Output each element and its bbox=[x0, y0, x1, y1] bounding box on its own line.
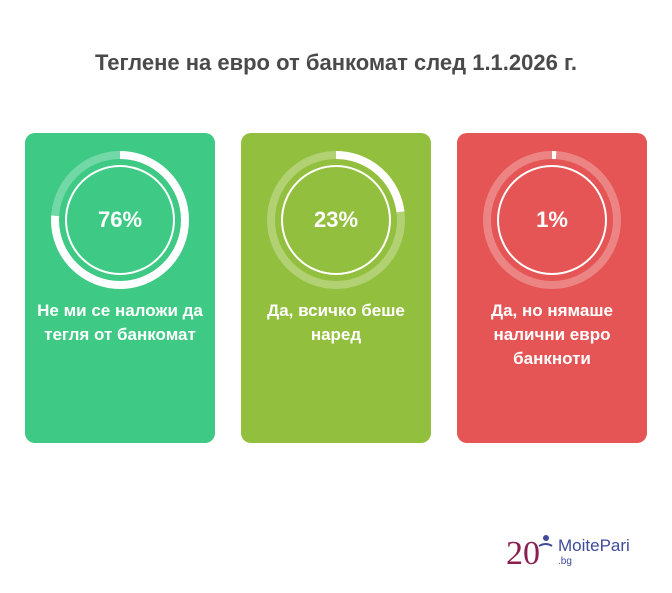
category-label-2: Да, всичко беше наред bbox=[267, 301, 405, 344]
donut-svg-2 bbox=[267, 151, 405, 289]
logo-20-mark: 20 bbox=[506, 535, 553, 572]
donut-ring-1: 76% bbox=[45, 145, 195, 300]
logo-text: MoitePari bbox=[558, 536, 630, 555]
donut-value-arc bbox=[483, 151, 621, 289]
donut-inner-ring bbox=[497, 165, 607, 275]
card-1: 76% Не ми се наложи да тегля от банкомат bbox=[25, 133, 215, 443]
value-label-2: 23% bbox=[313, 207, 359, 232]
category-label-3: Да, но нямаше налични евро банкноти bbox=[490, 301, 613, 368]
donut-inner-ring bbox=[65, 165, 175, 275]
logo-domain: .bg bbox=[558, 556, 572, 567]
moitepari-logo: 20 MoitePari .bg bbox=[506, 530, 646, 574]
value-label-3: 1% bbox=[536, 207, 568, 232]
value-label-1: 76% bbox=[97, 207, 143, 232]
donut-svg-3 bbox=[483, 151, 621, 289]
donut-inner-ring bbox=[281, 165, 391, 275]
donut-value-arc bbox=[51, 151, 189, 289]
category-label-1: Не ми се наложи да тегля от банкомат bbox=[37, 301, 203, 344]
logo-number: 20 bbox=[506, 535, 540, 572]
card-3: 1% Да, но нямаше налични евро банкноти bbox=[457, 133, 647, 443]
donut-value-arc bbox=[267, 151, 405, 289]
donut-svg-1 bbox=[51, 151, 189, 289]
card-2: 23% Да, всичко беше наред bbox=[241, 133, 431, 443]
donut-ring-2: 23% bbox=[261, 145, 411, 300]
chart-title: Теглене на евро от банкомат след 1.1.202… bbox=[94, 50, 578, 75]
donut-ring-3: 1% bbox=[477, 145, 627, 300]
